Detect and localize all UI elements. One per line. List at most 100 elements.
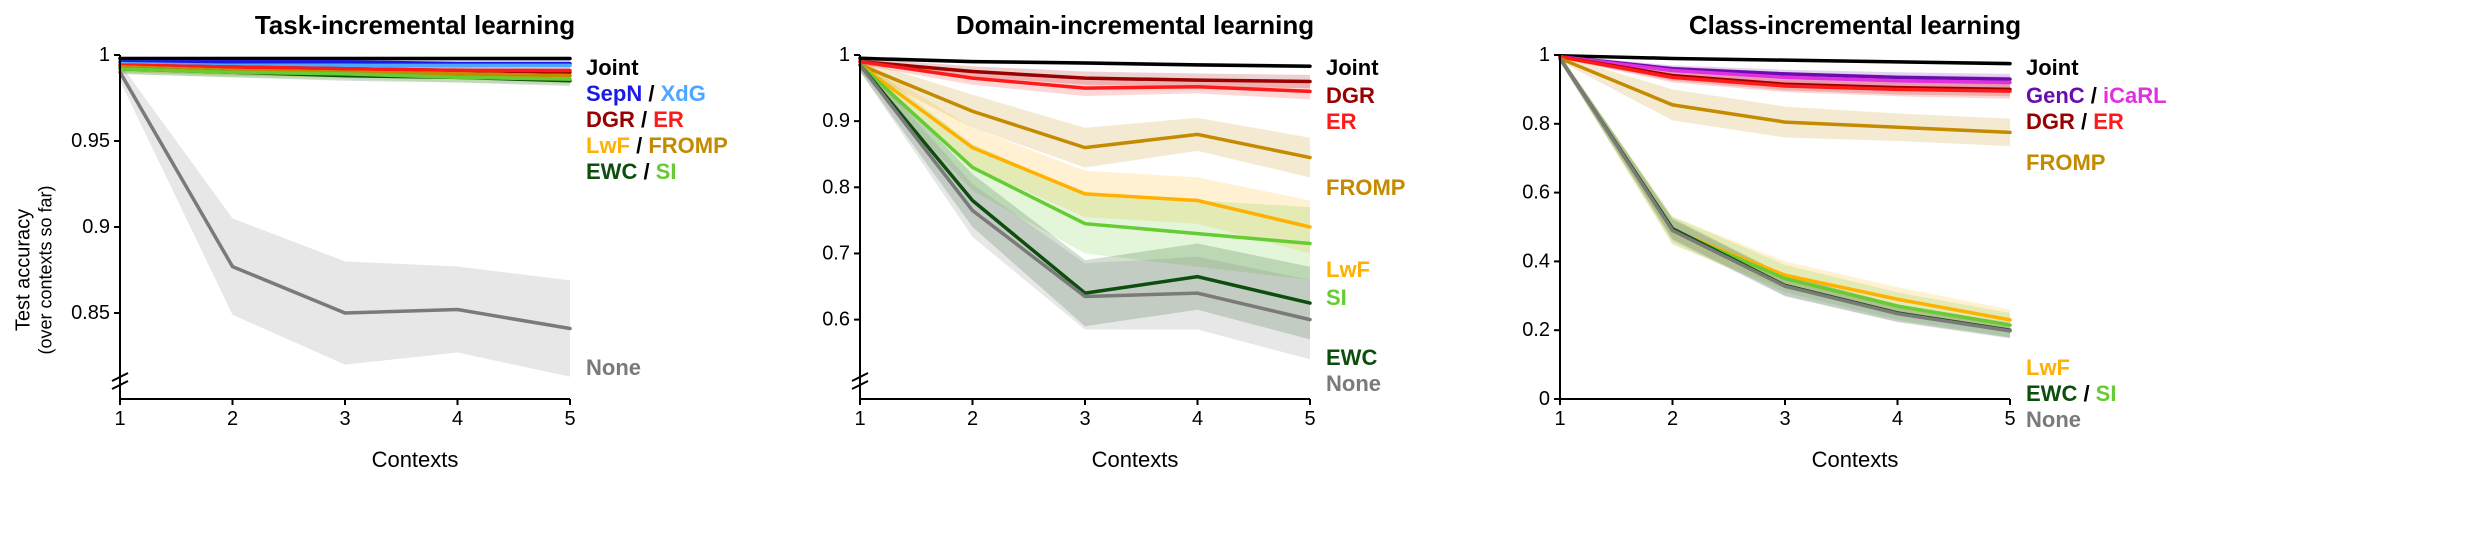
panel-class: Class-incremental learning00.20.40.60.81…	[1500, 10, 2210, 473]
legend-item: DGR	[1326, 83, 1375, 109]
xtick-label: 4	[1892, 408, 1903, 430]
legend-part: Joint	[1326, 55, 1379, 80]
legend-item: DGR / ER	[586, 107, 684, 133]
y-axis-label: Test accuracy (over contexts so far)	[13, 185, 57, 354]
legend-part: SepN	[586, 81, 642, 106]
chart-row: 0.850.90.95112345JointSepN / XdGDGR / ER…	[60, 45, 770, 445]
chart-class: 00.20.40.60.8112345	[1500, 45, 2020, 445]
xtick-label: 4	[1192, 408, 1203, 430]
legend-item: None	[2026, 407, 2081, 433]
legend-item: LwF / FROMP	[586, 133, 728, 159]
x-axis-label: Contexts	[1092, 447, 1179, 473]
y-axis-label-container: Test accuracy (over contexts so far)	[10, 10, 60, 530]
legend-part: DGR	[586, 107, 635, 132]
chart-task: 0.850.90.95112345	[60, 45, 580, 445]
legend-part: /	[642, 81, 660, 106]
legend-item: Joint	[586, 55, 639, 81]
legend-part: FROMP	[648, 133, 727, 158]
ytick-label: 0.8	[1522, 113, 1550, 135]
legend-part: ER	[1326, 109, 1357, 134]
legend-item: EWC	[1326, 345, 1377, 371]
legend-item: ER	[1326, 109, 1357, 135]
chart-domain: 0.6 0.7 0.8 0.9 1 1 2 3 4 5	[800, 45, 1320, 445]
legend-part: SI	[656, 159, 677, 184]
panel-title: Class-incremental learning	[1689, 10, 2021, 41]
legend-part: FROMP	[1326, 175, 1405, 200]
legend-item: FROMP	[1326, 175, 1405, 201]
legend-item: FROMP	[2026, 150, 2105, 176]
ytick-label: 0.85	[71, 302, 110, 324]
legend-part: DGR	[2026, 109, 2075, 134]
legend-part: /	[2085, 83, 2103, 108]
xtick-label: 3	[339, 408, 350, 430]
legend-domain: Joint DGRER FROMP LwF SI EWCNone	[1320, 45, 1470, 445]
legend-part: Joint	[2026, 55, 2079, 80]
panel-title: Task-incremental learning	[255, 10, 575, 41]
legend-item: None	[586, 355, 641, 381]
legend-item: GenC / iCaRL	[2026, 83, 2167, 109]
legend-item: None	[1326, 371, 1381, 397]
ytick-label: 1	[839, 45, 850, 66]
legend-part: ER	[653, 107, 684, 132]
panels-row: Task-incremental learning0.850.90.951123…	[60, 10, 2461, 473]
legend-part: LwF	[1326, 257, 1370, 282]
legend-item: LwF	[1326, 257, 1370, 283]
legend-task: JointSepN / XdGDGR / ERLwF / FROMPEWC / …	[580, 45, 770, 445]
legend-part: XdG	[661, 81, 706, 106]
legend-part: /	[635, 107, 653, 132]
legend-item: EWC / SI	[2026, 381, 2116, 407]
ytick-label: 1	[1539, 45, 1550, 66]
xtick-label: 1	[114, 408, 125, 430]
legend-part: Joint	[586, 55, 639, 80]
ytick-label: 0.4	[1522, 250, 1550, 272]
legend-item: Joint	[1326, 55, 1379, 81]
ytick-label: 0.7	[822, 242, 850, 264]
panel-domain: Domain-incremental learning 0.6 0.7 0.8 0.9 1…	[800, 10, 1470, 473]
xtick-label: 2	[1667, 408, 1678, 430]
legend-part: EWC	[586, 159, 637, 184]
legend-part: iCaRL	[2103, 83, 2167, 108]
xtick-label: 4	[452, 408, 463, 430]
legend-part: EWC	[1326, 345, 1377, 370]
xtick-label: 5	[564, 408, 575, 430]
legend-part: LwF	[2026, 355, 2070, 380]
legend-part: /	[2077, 381, 2095, 406]
ytick-label: 0.9	[82, 216, 110, 238]
legend-class: JointGenC / iCaRLDGR / ERFROMPLwFEWC / S…	[2020, 45, 2210, 445]
xtick-label: 2	[967, 408, 978, 430]
chart-row: 00.20.40.60.8112345JointGenC / iCaRLDGR …	[1500, 45, 2210, 445]
legend-part: /	[637, 159, 655, 184]
legend-item: EWC / SI	[586, 159, 676, 185]
legend-part: /	[2075, 109, 2093, 134]
ytick-label: 0.9	[822, 110, 850, 132]
legend-item: SI	[1326, 285, 1347, 311]
band-None	[120, 64, 570, 377]
legend-part: EWC	[2026, 381, 2077, 406]
xtick-label: 3	[1079, 408, 1090, 430]
legend-part: ER	[2093, 109, 2124, 134]
ylabel-sub: (over contexts so far)	[36, 185, 57, 354]
chart-row: 0.6 0.7 0.8 0.9 1 1 2 3 4 5 Joint DGRER FROMP LwF SI EW…	[800, 45, 1470, 445]
legend-part: SI	[1326, 285, 1347, 310]
x-axis-label: Contexts	[1812, 447, 1899, 473]
legend-part: SI	[2096, 381, 2117, 406]
legend-part: DGR	[1326, 83, 1375, 108]
xtick-label: 1	[854, 408, 865, 430]
legend-item: SepN / XdG	[586, 81, 706, 107]
legend-part: None	[586, 355, 641, 380]
ytick-label: 0	[1539, 388, 1550, 410]
legend-part: GenC	[2026, 83, 2085, 108]
legend-item: LwF	[2026, 355, 2070, 381]
xtick-label: 5	[1304, 408, 1315, 430]
xtick-label: 1	[1554, 408, 1565, 430]
panel-title: Domain-incremental learning	[956, 10, 1314, 41]
ytick-label: 0.6	[822, 309, 850, 331]
xtick-label: 2	[227, 408, 238, 430]
x-axis-label: Contexts	[372, 447, 459, 473]
legend-part: /	[630, 133, 648, 158]
legend-part: None	[1326, 371, 1381, 396]
legend-part: None	[2026, 407, 2081, 432]
ytick-label: 0.6	[1522, 182, 1550, 204]
panel-task: Task-incremental learning0.850.90.951123…	[60, 10, 770, 473]
ytick-label: 0.8	[822, 176, 850, 198]
